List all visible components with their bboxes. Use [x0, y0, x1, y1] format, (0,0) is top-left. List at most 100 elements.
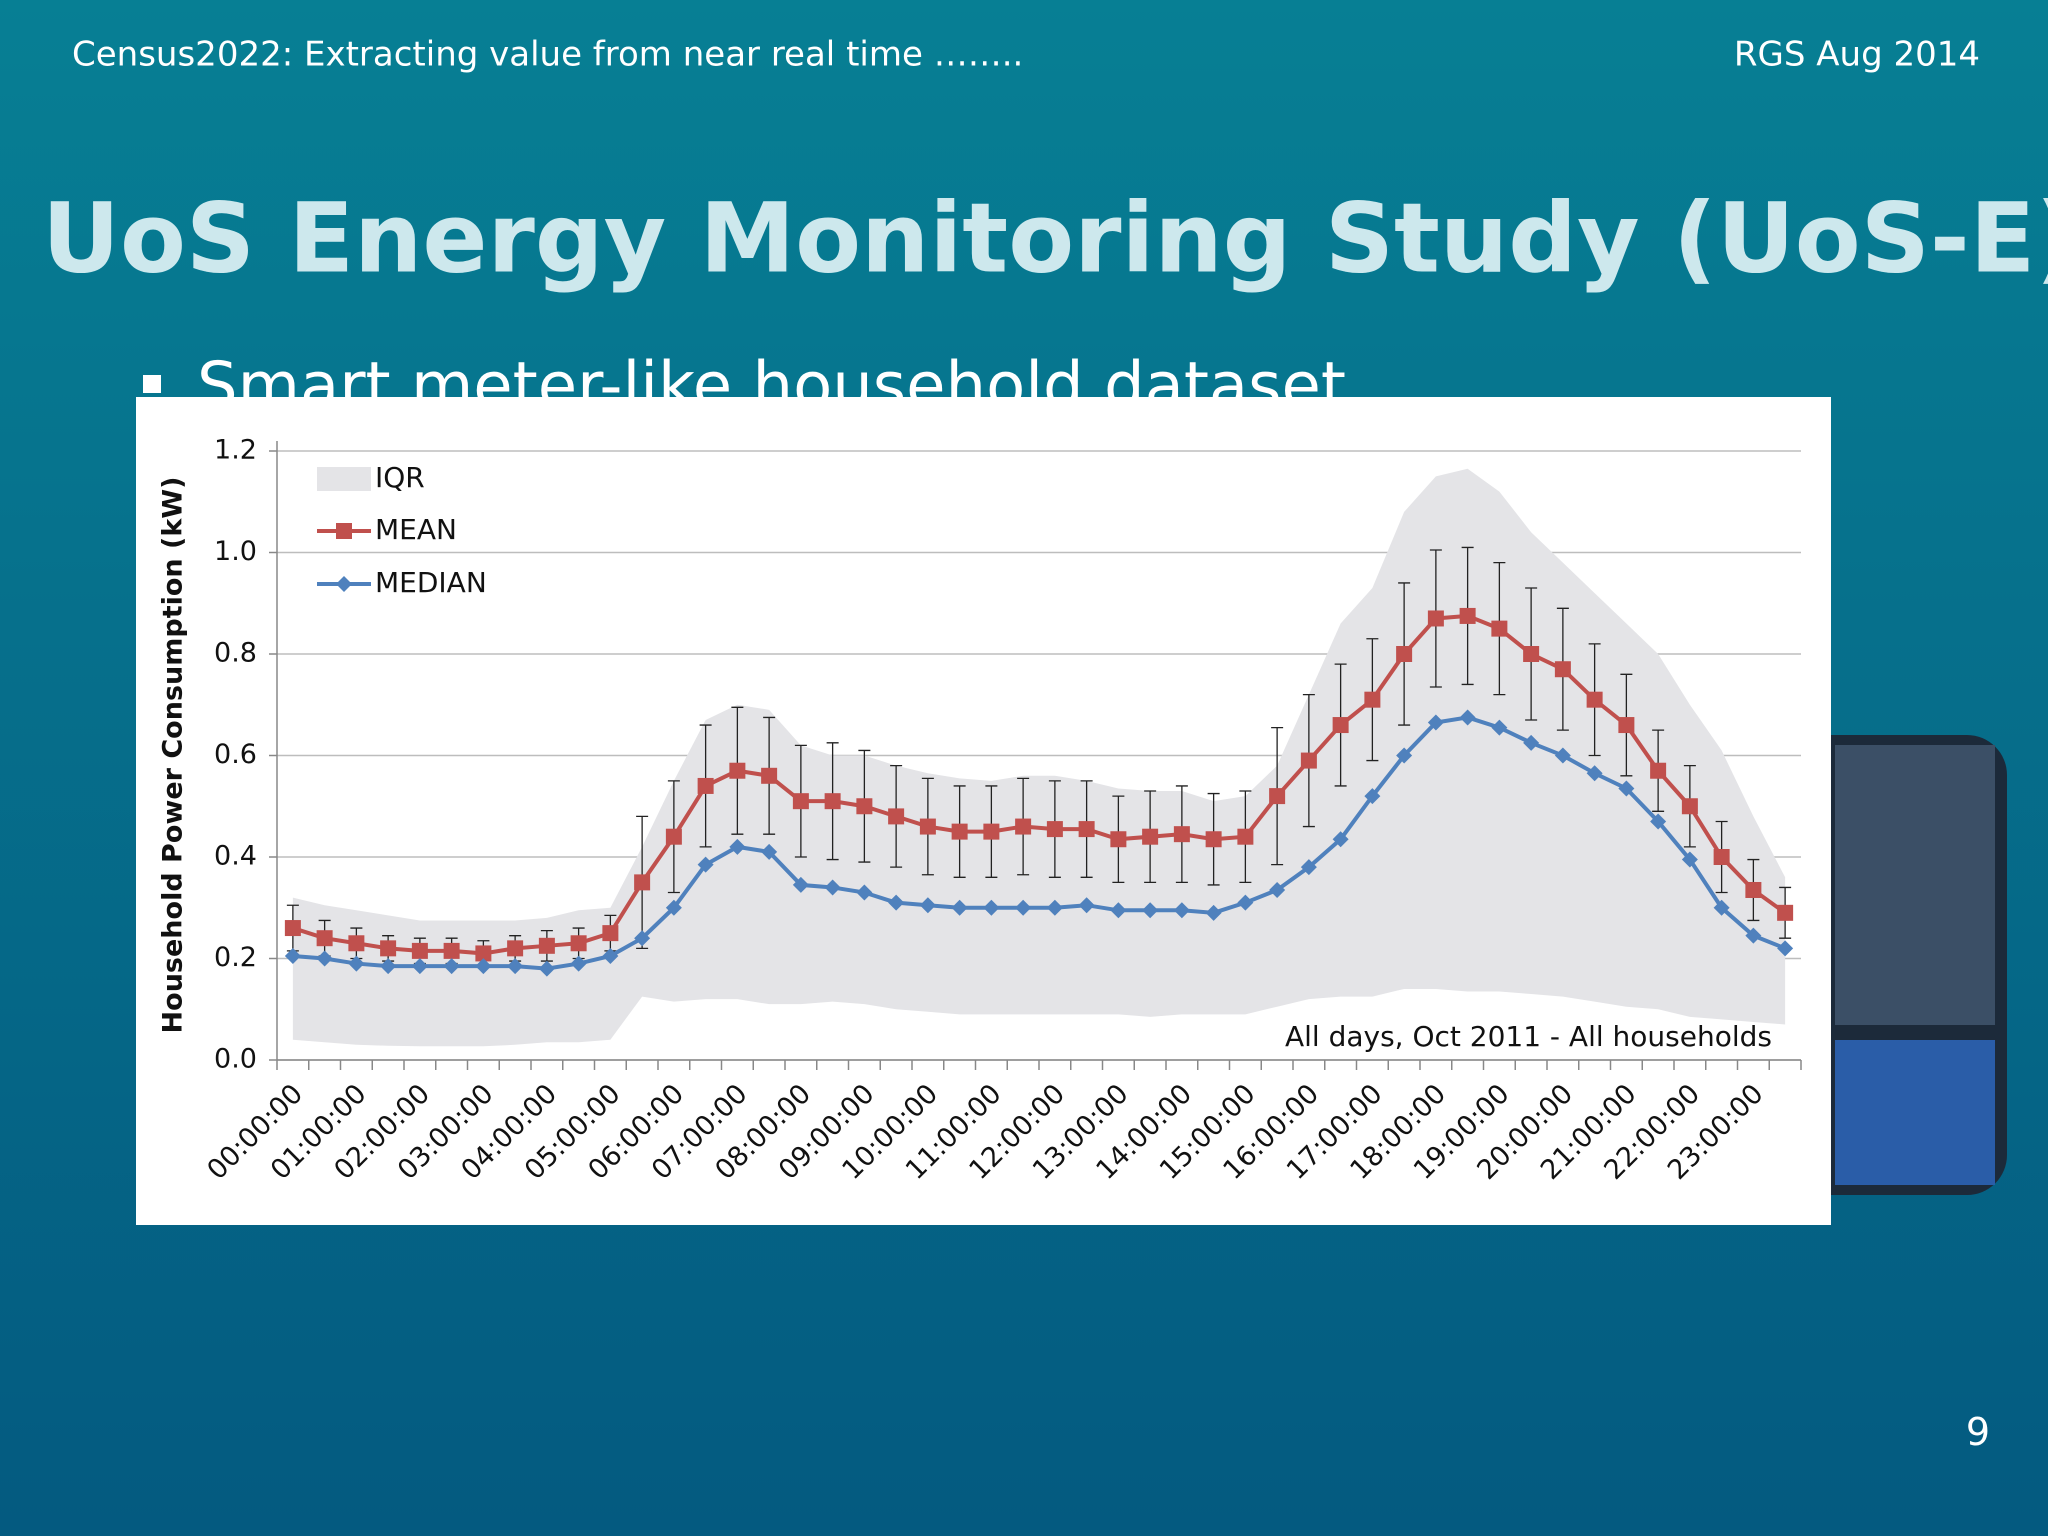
mean-marker: [1745, 881, 1762, 898]
y-tick-label: 0.8: [214, 638, 257, 669]
mean-marker: [1681, 798, 1698, 815]
median-marker: [1777, 940, 1794, 957]
mean-marker: [1173, 826, 1190, 843]
median-marker: [570, 955, 587, 972]
mean-marker: [1650, 762, 1667, 779]
page-number: 9: [1965, 1410, 1990, 1454]
mean-marker: [1554, 661, 1571, 678]
median-marker: [729, 838, 746, 855]
y-tick-label: 0.6: [214, 739, 257, 770]
mean-marker: [824, 793, 841, 810]
mean-marker: [1586, 691, 1603, 708]
median-marker: [1300, 859, 1317, 876]
median-marker: [1078, 897, 1095, 914]
median-marker: [507, 958, 524, 975]
mean-marker: [443, 942, 460, 959]
median-marker: [983, 899, 1000, 916]
median-marker: [1459, 709, 1476, 726]
mean-marker: [1364, 691, 1381, 708]
mean-marker: [1332, 717, 1349, 734]
mean-marker: [951, 823, 968, 840]
median-marker: [316, 950, 333, 967]
legend-label: MEDIAN: [375, 566, 487, 599]
median-marker: [1173, 902, 1190, 919]
mean-marker: [538, 937, 555, 954]
y-tick-label: 1.0: [214, 536, 257, 567]
mean-marker: [316, 930, 333, 947]
mean-marker: [284, 920, 301, 937]
iqr-area: [292, 468, 1786, 1047]
median-marker: [665, 899, 682, 916]
slide-title: UoS Energy Monitoring Study (UoS-E): [42, 182, 2048, 294]
median-marker: [1681, 851, 1698, 868]
mean-marker: [1777, 904, 1794, 921]
mean-marker: [1142, 828, 1159, 845]
median-marker: [761, 843, 778, 860]
mean-marker: [697, 777, 714, 794]
mean-marker: [1713, 849, 1730, 865]
bullet-marker: [143, 375, 161, 393]
mean-marker: [507, 940, 524, 957]
mean-marker: [919, 818, 936, 835]
median-marker: [1554, 747, 1571, 764]
median-marker: [1015, 899, 1032, 916]
median-marker: [1237, 894, 1254, 911]
y-tick-label: 0.4: [214, 841, 257, 872]
mean-marker: [1427, 610, 1444, 627]
header-right: RGS Aug 2014: [1734, 35, 1980, 75]
mean-marker: [1300, 752, 1317, 769]
median-marker: [951, 899, 968, 916]
median-marker: [443, 958, 460, 975]
header-left: Census2022: Extracting value from near r…: [72, 35, 1023, 75]
median-marker: [1269, 881, 1286, 898]
median-marker: [888, 894, 905, 911]
median-marker: [697, 856, 714, 873]
mean-marker: [983, 823, 1000, 840]
median-marker: [792, 876, 809, 893]
mean-marker: [1237, 828, 1254, 845]
median-marker: [919, 897, 936, 914]
mean-marker: [475, 945, 492, 962]
mean-marker: [348, 935, 365, 952]
median-marker: [1364, 788, 1381, 805]
mean-marker: [1015, 818, 1032, 835]
median-marker: [1046, 899, 1063, 916]
median-marker: [602, 947, 619, 964]
annotation: All days, Oct 2011 - All households: [1285, 1020, 1772, 1053]
legend-label: IQR: [375, 461, 425, 494]
median-marker: [538, 960, 555, 977]
mean-marker: [729, 762, 746, 779]
mean-marker: [1110, 831, 1127, 848]
mean-marker: [602, 925, 619, 942]
median-marker: [1713, 899, 1730, 916]
mean-marker: [761, 767, 778, 784]
legend-swatch: [317, 467, 371, 491]
mean-marker: [888, 808, 905, 825]
median-marker: [1396, 747, 1413, 764]
median-marker: [348, 955, 365, 972]
median-marker: [1618, 780, 1635, 797]
median-marker: [634, 930, 651, 947]
median-marker: [380, 958, 397, 975]
legend-marker: [336, 523, 352, 539]
median-marker: [1332, 831, 1349, 848]
median-marker: [1491, 719, 1508, 736]
mean-marker: [380, 940, 397, 957]
median-marker: [411, 958, 428, 975]
y-tick-label: 0.2: [214, 942, 257, 973]
photo-cables: [1835, 1040, 1995, 1185]
mean-marker: [570, 935, 587, 952]
mean-marker: [1046, 821, 1063, 838]
median-marker: [1650, 813, 1667, 830]
median-marker: [1110, 902, 1127, 919]
median-marker: [475, 958, 492, 975]
legend-label: MEAN: [375, 513, 457, 546]
median-marker: [1586, 765, 1603, 782]
y-tick-label: 1.2: [214, 435, 257, 466]
median-marker: [824, 879, 841, 896]
legend-marker: [336, 576, 352, 592]
mean-marker: [1618, 717, 1635, 734]
mean-marker: [1491, 620, 1508, 637]
mean-marker: [1459, 607, 1476, 624]
